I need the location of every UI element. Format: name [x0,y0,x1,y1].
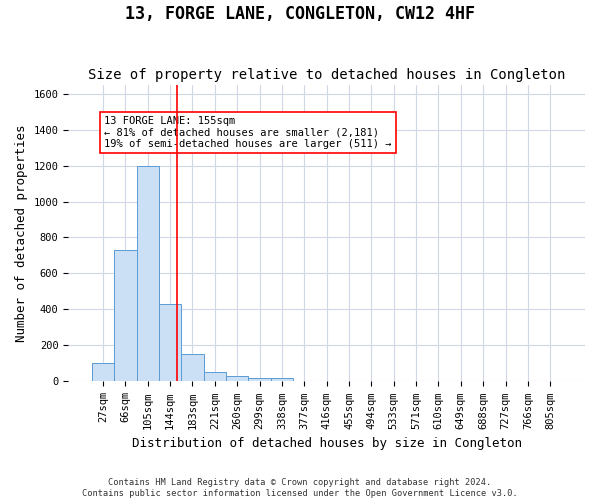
Bar [181,354,203,382]
Bar [203,372,226,382]
Text: 13, FORGE LANE, CONGLETON, CW12 4HF: 13, FORGE LANE, CONGLETON, CW12 4HF [125,5,475,23]
Bar [159,304,181,382]
Y-axis label: Number of detached properties: Number of detached properties [15,124,28,342]
Bar [271,378,293,382]
Bar [137,166,159,382]
Text: 13 FORGE LANE: 155sqm
← 81% of detached houses are smaller (2,181)
19% of semi-d: 13 FORGE LANE: 155sqm ← 81% of detached … [104,116,392,149]
Bar [248,378,271,382]
Title: Size of property relative to detached houses in Congleton: Size of property relative to detached ho… [88,68,565,82]
Bar [92,364,114,382]
Bar [226,376,248,382]
Bar [114,250,137,382]
X-axis label: Distribution of detached houses by size in Congleton: Distribution of detached houses by size … [131,437,521,450]
Text: Contains HM Land Registry data © Crown copyright and database right 2024.
Contai: Contains HM Land Registry data © Crown c… [82,478,518,498]
